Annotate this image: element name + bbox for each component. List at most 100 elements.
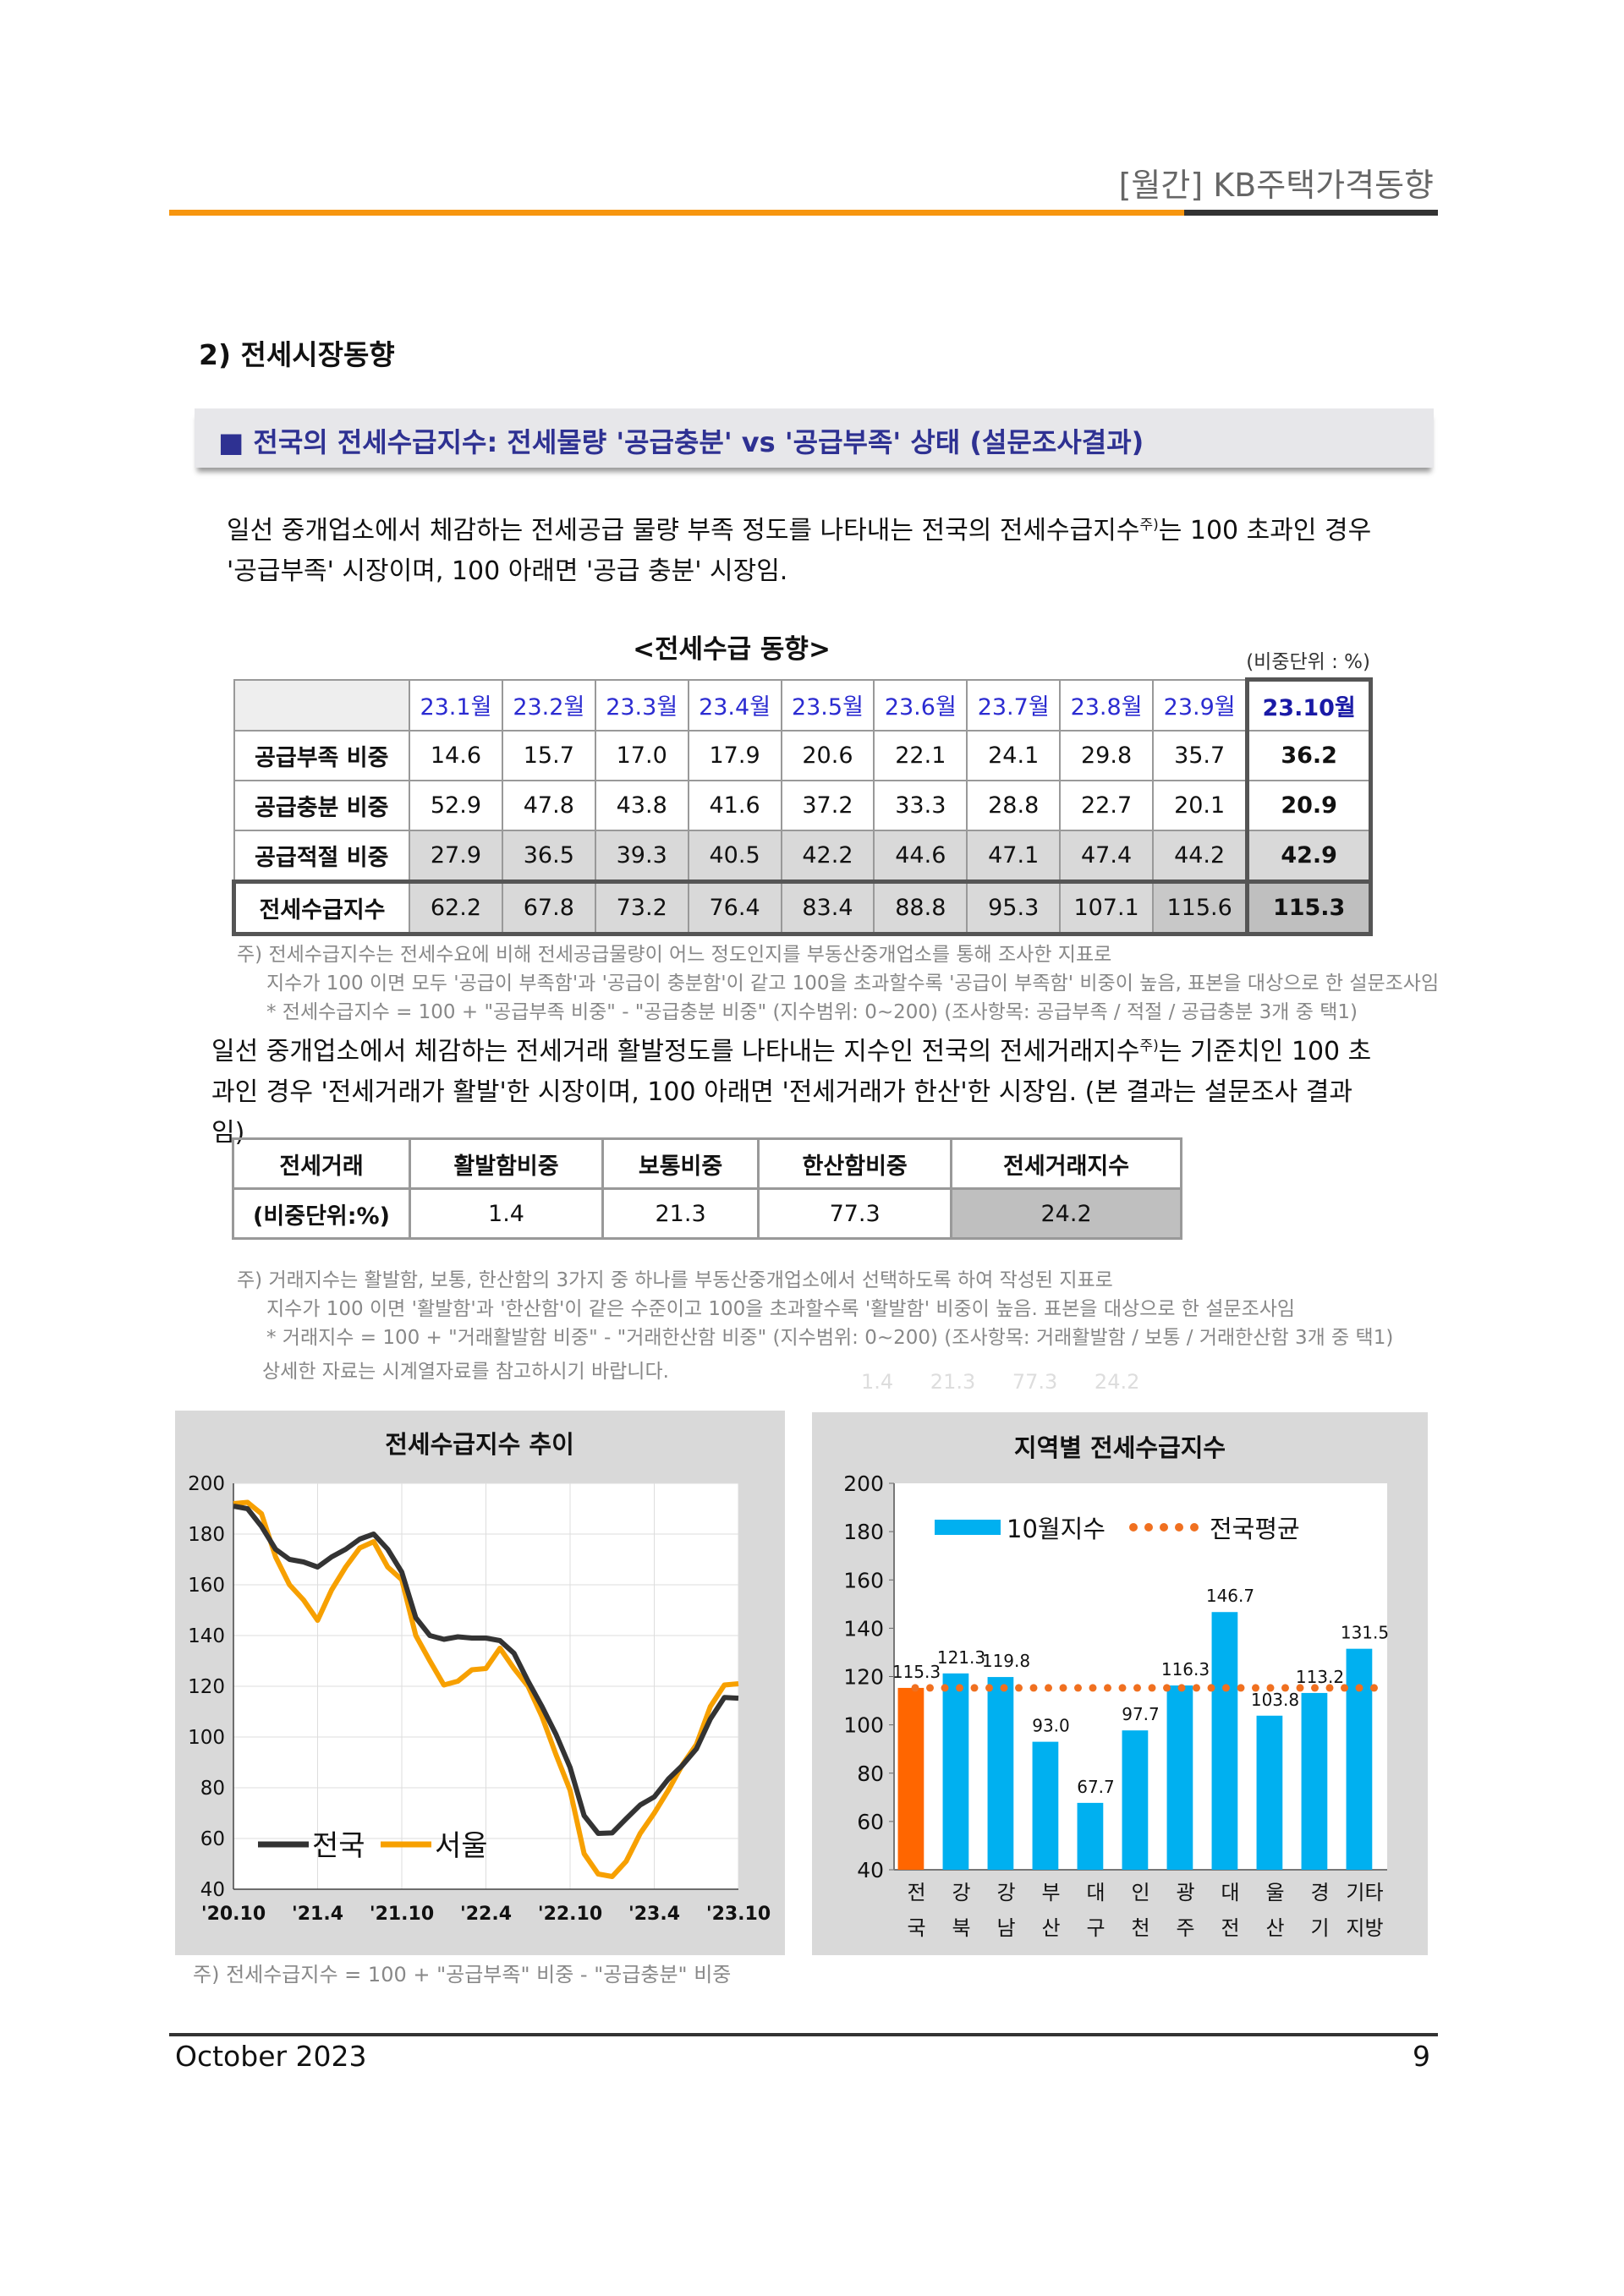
topic-title: ■ 전국의 전세수급지수: 전세물량 '공급충분' vs '공급부족' 상태 (… — [218, 426, 1144, 458]
data-label: 113.2 — [1296, 1667, 1344, 1687]
header-cell: 전세거래 — [232, 1137, 411, 1190]
y-tick-label: 140 — [843, 1616, 884, 1641]
category-label-line1: 울 — [1265, 1881, 1284, 1904]
y-tick-label: 200 — [188, 1473, 225, 1495]
trade-paragraph: 일선 중개업소에서 체감하는 전세거래 활발정도를 나타내는 지수인 전국의 전… — [211, 1026, 1371, 1153]
average-dot — [1311, 1684, 1319, 1692]
page-number: 9 — [1413, 2040, 1430, 2073]
value-cell: 33.3 — [873, 780, 968, 831]
y-tick-label: 40 — [857, 1858, 884, 1882]
average-dot — [1266, 1684, 1275, 1692]
category-label-line1: 인 — [1131, 1881, 1149, 1904]
x-tick-label: '22.10 — [538, 1904, 602, 1925]
value-cell: 115.6 — [1152, 879, 1248, 936]
note-line: * 거래지수 = 100 + "거래활발함 비중" - "거래한산함 비중" (… — [266, 1327, 1394, 1349]
value-cell: 29.8 — [1059, 730, 1154, 781]
value-cell: 44.2 — [1152, 830, 1248, 883]
value-cell: 39.3 — [594, 830, 689, 883]
data-label: 146.7 — [1206, 1586, 1254, 1606]
row-label: 공급충분 비중 — [233, 780, 410, 831]
y-tick-label: 80 — [200, 1778, 225, 1800]
data-label: 116.3 — [1161, 1659, 1210, 1680]
footnote-mark: 주) — [1139, 1038, 1159, 1055]
para-text: '공급부족' 시장이며, 100 아래면 '공급 충분' 시장임. — [227, 556, 788, 586]
category-label-line2: 산 — [1041, 1916, 1060, 1940]
average-dot — [926, 1684, 934, 1692]
x-tick-label: '21.4 — [292, 1904, 343, 1925]
para-text: 일선 중개업소에서 체감하는 전세거래 활발정도를 나타내는 지수인 전국의 전… — [211, 1037, 1140, 1066]
para-text: 일선 중개업소에서 체감하는 전세공급 물량 부족 정도를 나타내는 전국의 전… — [227, 516, 1140, 545]
data-label: 93.0 — [1032, 1716, 1070, 1736]
value-cell: 36.5 — [501, 830, 596, 883]
value-cell: 40.5 — [687, 830, 782, 883]
average-dot — [1104, 1684, 1111, 1692]
average-dot — [1045, 1684, 1052, 1692]
average-dot — [1296, 1684, 1304, 1692]
category-label-line2: 산 — [1265, 1916, 1284, 1940]
average-dot — [1222, 1684, 1230, 1692]
value-cell: 42.9 — [1245, 830, 1373, 883]
para-text: 과인 경우 '전세거래가 활발'한 시장이며, 100 아래면 '전세거래가 한… — [211, 1077, 1352, 1107]
note-line: 주) 전세수급지수는 전세수요에 비해 전세공급물량이 어느 정도인지를 부동산… — [237, 944, 1112, 966]
category-label-line1: 기타 — [1346, 1881, 1383, 1904]
chart-title: 지역별 전세수급지수 — [1014, 1433, 1226, 1462]
chart-title: 전세수급지수 추이 — [385, 1430, 574, 1459]
table-notes: 주) 전세수급지수는 전세수요에 비해 전세공급물량이 어느 정도인지를 부동산… — [237, 940, 1439, 1027]
value-cell: 44.6 — [873, 830, 968, 883]
bar — [1166, 1685, 1193, 1870]
column-header: 23.4월 — [687, 678, 782, 732]
value-cell: 43.8 — [594, 780, 689, 831]
value-cell: 20.1 — [1152, 780, 1248, 831]
value-cell: 22.1 — [873, 730, 968, 781]
data-label: 121.3 — [937, 1647, 985, 1668]
region-bar-chart: 406080100120140160180200115.3전국121.3강북11… — [843, 1433, 1389, 1940]
header-cell: 보통비중 — [601, 1137, 760, 1190]
column-header: 23.3월 — [594, 678, 689, 732]
value-cell: 17.0 — [594, 730, 689, 781]
category-label-line1: 강 — [952, 1881, 970, 1904]
category-label-line1: 광 — [1176, 1881, 1194, 1904]
header-divider — [169, 210, 1184, 216]
category-label-line2: 남 — [996, 1916, 1015, 1940]
value-cell: 22.7 — [1059, 780, 1154, 831]
value-cell: 73.2 — [594, 879, 689, 936]
value-cell: 17.9 — [687, 730, 782, 781]
value-cell: 95.3 — [966, 879, 1062, 936]
value-cell: 20.6 — [780, 730, 875, 781]
x-tick-label: '21.10 — [370, 1904, 434, 1925]
category-label-line2: 전 — [1221, 1916, 1239, 1940]
bar — [897, 1687, 924, 1870]
legend-label-national: 전국 — [312, 1829, 365, 1863]
table-header-row: 23.1월 23.2월 23.3월 23.4월 23.5월 23.6월 23.7월 23.8월… — [233, 677, 1373, 732]
value-cell: 41.6 — [687, 780, 782, 831]
average-dot — [956, 1684, 963, 1692]
data-label: 67.7 — [1077, 1777, 1115, 1797]
average-dot — [985, 1684, 993, 1692]
average-dot — [1177, 1684, 1186, 1692]
footer-divider — [169, 2033, 1438, 2036]
data-label: 103.8 — [1251, 1690, 1299, 1710]
data-label: 97.7 — [1122, 1704, 1160, 1724]
value-cell: 47.8 — [501, 780, 596, 831]
legend-swatch-dot — [1129, 1523, 1138, 1532]
y-tick-label: 180 — [188, 1524, 225, 1546]
section-title: 2) 전세시장동향 — [199, 338, 395, 371]
column-header: 23.1월 — [409, 678, 503, 732]
bar — [987, 1677, 1014, 1870]
table-row: (비중단위:%) 1.4 21.3 77.3 24.2 — [232, 1187, 1182, 1240]
row-label: 공급적절 비중 — [233, 830, 410, 883]
bar — [1032, 1741, 1059, 1870]
average-dot — [1163, 1684, 1171, 1692]
legend-swatch-dot — [1144, 1523, 1153, 1532]
value-cell: 77.3 — [757, 1187, 953, 1240]
trade-notes: 주) 거래지수는 활발함, 보통, 한산함의 3가지 중 하나를 부동산중개업소… — [237, 1266, 1393, 1386]
note-line: 지수가 100 이면 모두 '공급이 부족함'과 '공급이 충분함'이 같고 1… — [266, 973, 1440, 995]
y-tick-label: 60 — [200, 1828, 225, 1850]
category-label-line2: 기 — [1310, 1916, 1329, 1940]
category-label-line2: 국 — [907, 1916, 925, 1940]
corner-cell — [233, 678, 410, 732]
value-cell: 1.4 — [409, 1187, 604, 1240]
series-line-national — [233, 1504, 739, 1836]
value-cell: 107.1 — [1059, 879, 1154, 936]
category-label-line2: 주 — [1176, 1916, 1194, 1940]
